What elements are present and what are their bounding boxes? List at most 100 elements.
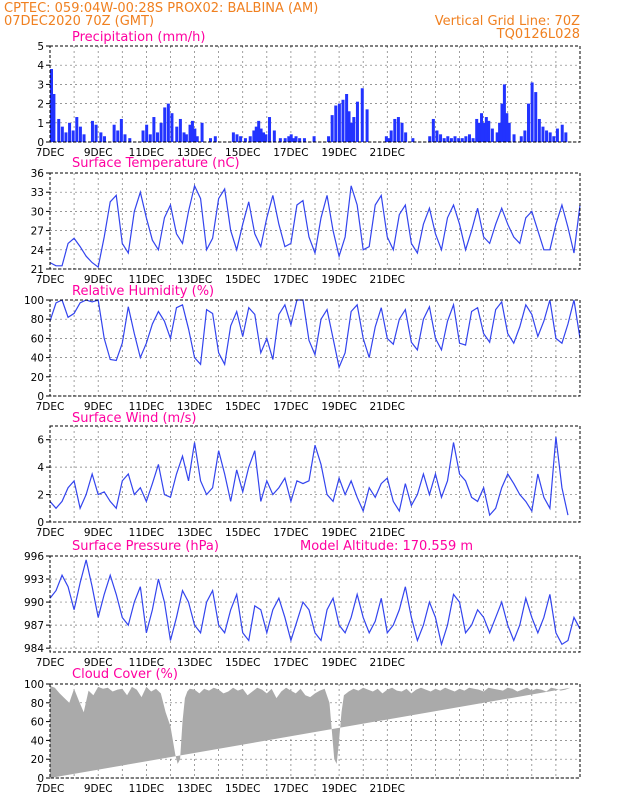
- precip-bar: [530, 82, 534, 142]
- precip-bar: [248, 136, 252, 142]
- temp-xtick-label: 15DEC: [225, 274, 260, 286]
- wind-xtick-label: 19DEC: [321, 527, 356, 539]
- temp-ytick-label: 21: [31, 264, 44, 276]
- temp-xtick-label: 9DEC: [84, 274, 113, 286]
- precip-bar: [71, 130, 75, 142]
- pres-xtick-label: 9DEC: [84, 657, 113, 669]
- temp-xtick-label: 7DEC: [36, 274, 65, 286]
- temp-panel: Surface Temperature (nC) 21 24 27 30 33 36 7DEC…: [31, 156, 581, 286]
- precip-bar: [52, 94, 56, 142]
- temp-ytick-label: 30: [31, 206, 44, 218]
- pres-annotation: Model Altitude: 170.559 m: [300, 539, 473, 554]
- cloud-xtick-label: 13DEC: [177, 783, 212, 795]
- precip-bar: [272, 130, 276, 142]
- precip-bar: [439, 134, 443, 142]
- precip-bar: [243, 138, 247, 142]
- precip-bar: [507, 122, 511, 142]
- cloud-ytick-label: 80: [31, 698, 44, 710]
- precip-xtick-label: 15DEC: [225, 147, 260, 159]
- wind-line: [49, 436, 569, 517]
- pres-line: [49, 559, 581, 647]
- precip-bar: [116, 130, 120, 142]
- precip-bar: [209, 138, 212, 142]
- pres-ytick-label: 993: [24, 574, 44, 586]
- temp-xtick-label: 13DEC: [177, 274, 212, 286]
- rh-ytick-label: 80: [31, 314, 44, 326]
- precip-bar: [57, 118, 61, 142]
- precip-bar: [257, 120, 261, 142]
- rh-ytick-label: 20: [31, 372, 44, 384]
- precip-bar: [500, 103, 504, 142]
- precip-bar: [400, 122, 404, 142]
- precip-bar: [156, 132, 159, 142]
- precip-bar: [495, 132, 499, 142]
- precip-bar: [231, 132, 235, 142]
- precip-xtick-label: 17DEC: [273, 147, 308, 159]
- precip-bar: [537, 118, 541, 142]
- precip-bar: [259, 128, 263, 142]
- cloud-xtick-label: 7DEC: [36, 783, 65, 795]
- wind-xtick-label: 11DEC: [129, 527, 164, 539]
- precip-bar: [94, 124, 98, 142]
- precip-bar: [548, 132, 552, 142]
- precip-bar: [103, 136, 106, 142]
- pres-ytick-label: 996: [24, 551, 44, 563]
- pres-xtick-label: 19DEC: [321, 657, 356, 669]
- precip-bar: [82, 134, 86, 142]
- precip-bar: [477, 122, 481, 142]
- rh-ytick-label: 0: [37, 391, 44, 403]
- wind-ytick-label: 4: [37, 462, 44, 474]
- precip-bar: [64, 132, 68, 142]
- temp-ytick-label: 33: [31, 187, 44, 199]
- precip-bar: [541, 126, 545, 142]
- cloud-area: [50, 685, 571, 778]
- precip-bar: [287, 136, 291, 142]
- temp-line: [49, 183, 581, 269]
- precip-bar: [449, 138, 453, 142]
- precip-bar: [182, 132, 186, 142]
- precip-bar: [334, 105, 338, 142]
- wind-panel: Surface Wind (m/s) 0 2 4 6 7DEC 9DEC 11DEC 13DEC…: [36, 411, 581, 539]
- precip-bar: [145, 124, 149, 142]
- precip-bar: [268, 117, 272, 142]
- wind-ytick-label: 2: [37, 490, 44, 502]
- precip-panel: Precipitation (mm/h) 0 1 2 3 4 5 7DEC 9DEC 11DEC 1…: [36, 30, 581, 159]
- precip-bar: [355, 101, 359, 142]
- rh-xtick-label: 21DEC: [370, 401, 405, 413]
- precip-bar: [264, 134, 268, 142]
- wind-ytick-label: 0: [37, 517, 44, 529]
- rh-panel: Relative Humidity (%) 0 20 40 60 80 100 7DEC 9DE…: [24, 284, 581, 413]
- cloud-xtick-label: 17DEC: [273, 783, 308, 795]
- wind-title: Surface Wind (m/s): [72, 411, 196, 426]
- temp-xtick-label: 19DEC: [321, 274, 356, 286]
- precip-bar: [349, 122, 353, 142]
- cloud-xtick-label: 11DEC: [129, 783, 164, 795]
- precip-bar: [123, 134, 127, 142]
- wind-frame: [49, 425, 581, 523]
- wind-xtick-label: 9DEC: [84, 527, 113, 539]
- precip-bar: [396, 117, 400, 142]
- precip-bar: [163, 107, 167, 142]
- precip-bar: [387, 138, 391, 142]
- wind-xtick-label: 15DEC: [225, 527, 260, 539]
- precip-bar: [393, 118, 397, 142]
- pres-xtick-label: 15DEC: [225, 657, 260, 669]
- precip-bar: [190, 120, 194, 142]
- precip-bar: [78, 126, 82, 142]
- precip-bar: [389, 130, 393, 142]
- rh-xtick-label: 19DEC: [321, 401, 356, 413]
- pres-xtick-label: 21DEC: [370, 657, 405, 669]
- pres-xtick-label: 7DEC: [36, 657, 65, 669]
- wind-ytick-label: 6: [37, 435, 44, 447]
- cloud-frame: [49, 683, 581, 779]
- precip-bar: [99, 132, 103, 142]
- precip-bar: [175, 126, 179, 142]
- precip-bar: [278, 138, 282, 142]
- precip-bar: [534, 92, 538, 142]
- rh-ytick-label: 60: [31, 333, 44, 345]
- precip-xtick-label: 11DEC: [129, 147, 164, 159]
- precip-bar: [337, 103, 341, 142]
- header-date: 07DEC2020 70Z (GMT): [4, 14, 154, 29]
- precip-xtick-label: 9DEC: [84, 147, 113, 159]
- precip-ytick-label: 0: [37, 137, 44, 149]
